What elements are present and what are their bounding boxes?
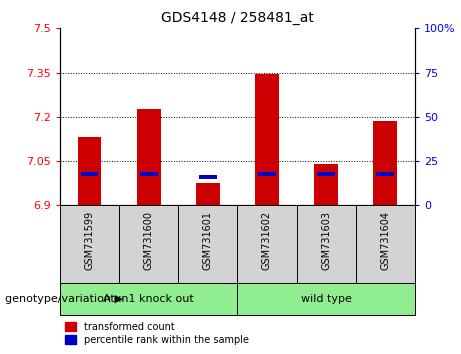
Bar [373,121,397,205]
Bar [140,172,158,176]
Text: GSM731601: GSM731601 [203,211,213,270]
Text: GSM731600: GSM731600 [144,211,154,270]
Title: GDS4148 / 258481_at: GDS4148 / 258481_at [161,11,314,24]
Bar [137,109,160,205]
Text: GSM731604: GSM731604 [380,211,390,270]
Text: Atxn1 knock out: Atxn1 knock out [103,294,194,304]
Text: wild type: wild type [301,294,352,304]
Text: GSM731603: GSM731603 [321,211,331,270]
Bar [237,283,415,315]
Legend: transformed count, percentile rank within the sample: transformed count, percentile rank withi… [65,322,249,345]
Text: genotype/variation ▶: genotype/variation ▶ [5,294,123,304]
Bar [258,172,276,176]
Text: GSM731602: GSM731602 [262,211,272,270]
Bar [199,175,217,179]
Bar [255,74,279,205]
Bar [81,172,98,176]
Bar [317,172,335,176]
Bar [77,137,101,205]
Text: GSM731599: GSM731599 [84,211,95,270]
Bar [60,283,237,315]
Bar [314,164,338,205]
Bar [377,172,394,176]
Bar [196,183,219,205]
